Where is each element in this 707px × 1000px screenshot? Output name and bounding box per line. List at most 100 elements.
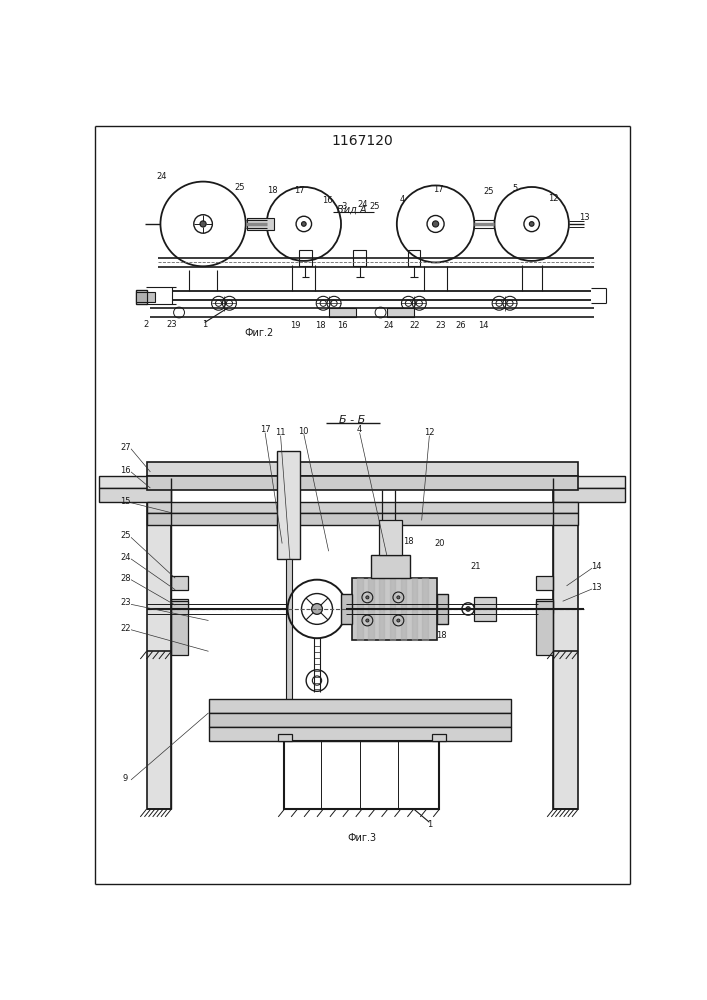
Text: 13: 13 xyxy=(590,583,602,592)
Text: 20: 20 xyxy=(434,539,445,548)
Text: Фиг.2: Фиг.2 xyxy=(244,328,274,338)
Circle shape xyxy=(200,221,206,227)
Text: 2: 2 xyxy=(144,320,149,329)
Polygon shape xyxy=(422,578,428,640)
Bar xyxy=(146,462,578,476)
Circle shape xyxy=(530,222,534,226)
Text: 16: 16 xyxy=(337,321,348,330)
Bar xyxy=(437,594,448,624)
Bar xyxy=(99,488,171,502)
Bar xyxy=(146,502,578,513)
Text: 17: 17 xyxy=(433,185,444,194)
Text: 23: 23 xyxy=(120,598,131,607)
Bar xyxy=(379,520,402,555)
Text: 21: 21 xyxy=(471,562,481,571)
Text: 19: 19 xyxy=(290,321,300,330)
Text: 18: 18 xyxy=(436,631,446,640)
Circle shape xyxy=(397,596,400,599)
Text: 18: 18 xyxy=(315,321,326,330)
Bar xyxy=(146,478,171,809)
Text: 9: 9 xyxy=(123,774,128,783)
Polygon shape xyxy=(411,578,417,640)
Text: 26: 26 xyxy=(456,321,467,330)
Text: 27: 27 xyxy=(120,443,131,452)
Text: 18: 18 xyxy=(403,537,414,546)
Text: Фиг.3: Фиг.3 xyxy=(347,833,377,843)
Text: 14: 14 xyxy=(591,562,601,571)
Circle shape xyxy=(433,221,438,227)
Bar xyxy=(341,594,352,624)
Bar xyxy=(171,576,188,590)
Bar xyxy=(537,599,554,613)
Text: 24: 24 xyxy=(383,321,394,330)
Text: 12: 12 xyxy=(424,428,435,437)
Bar xyxy=(554,476,626,488)
Bar xyxy=(209,727,510,741)
Text: 23: 23 xyxy=(435,321,445,330)
Text: 18: 18 xyxy=(267,186,278,195)
Polygon shape xyxy=(401,578,406,640)
Text: 17: 17 xyxy=(294,186,305,195)
Text: 3: 3 xyxy=(341,202,347,211)
Bar xyxy=(279,734,292,741)
Text: 4: 4 xyxy=(399,195,405,204)
Text: 10: 10 xyxy=(298,427,309,436)
Text: 24: 24 xyxy=(358,200,368,209)
Bar xyxy=(136,292,147,302)
Text: 25: 25 xyxy=(483,187,493,196)
Bar xyxy=(171,599,188,613)
Bar xyxy=(146,513,578,525)
Bar xyxy=(387,308,414,317)
Text: 25: 25 xyxy=(370,202,380,211)
Circle shape xyxy=(312,604,322,614)
Bar xyxy=(329,308,356,317)
Bar xyxy=(354,250,366,266)
Text: 5: 5 xyxy=(513,184,518,193)
Bar xyxy=(352,578,437,640)
Bar xyxy=(147,292,155,302)
Text: 24: 24 xyxy=(157,172,168,181)
Polygon shape xyxy=(368,578,373,640)
Bar xyxy=(432,734,445,741)
Text: 12: 12 xyxy=(548,194,559,203)
Bar xyxy=(537,601,554,655)
Bar xyxy=(299,250,312,266)
Circle shape xyxy=(301,222,306,226)
Text: 13: 13 xyxy=(579,213,590,222)
Text: 1167120: 1167120 xyxy=(331,134,393,148)
Bar xyxy=(146,476,578,490)
Bar xyxy=(286,559,292,701)
Text: 16: 16 xyxy=(120,466,131,475)
Bar xyxy=(474,597,496,620)
Circle shape xyxy=(397,619,400,622)
Text: 16: 16 xyxy=(322,196,332,205)
Bar xyxy=(537,576,554,590)
Circle shape xyxy=(366,619,369,622)
Text: 22: 22 xyxy=(120,624,131,633)
Bar xyxy=(209,699,510,713)
Circle shape xyxy=(466,607,470,611)
Polygon shape xyxy=(379,578,385,640)
Bar xyxy=(209,713,510,727)
Bar xyxy=(554,478,578,809)
Text: 23: 23 xyxy=(167,320,177,329)
Bar xyxy=(171,601,188,655)
Bar xyxy=(284,741,440,809)
Bar xyxy=(99,476,171,488)
Text: 24: 24 xyxy=(120,553,131,562)
Bar xyxy=(276,451,300,559)
Text: 14: 14 xyxy=(479,321,489,330)
Text: 28: 28 xyxy=(120,574,131,583)
Text: 11: 11 xyxy=(275,428,286,437)
Text: 4: 4 xyxy=(357,425,362,434)
Text: 25: 25 xyxy=(120,531,131,540)
Text: 17: 17 xyxy=(259,425,270,434)
Polygon shape xyxy=(357,578,363,640)
Text: 1: 1 xyxy=(427,820,432,829)
Text: Вид А: Вид А xyxy=(337,205,367,215)
Circle shape xyxy=(366,596,369,599)
Bar xyxy=(247,218,274,230)
Text: Б - Б: Б - Б xyxy=(339,415,365,425)
Bar xyxy=(408,250,420,266)
Text: 22: 22 xyxy=(409,321,420,330)
